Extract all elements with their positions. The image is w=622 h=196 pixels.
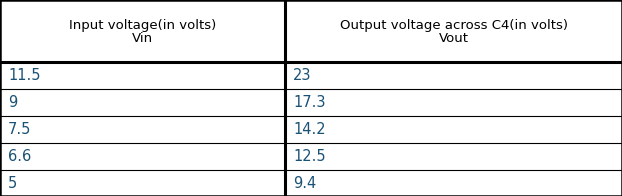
Text: 6.6: 6.6 — [8, 149, 31, 164]
Text: 12.5: 12.5 — [293, 149, 326, 164]
Text: Vout: Vout — [439, 32, 468, 45]
Text: 17.3: 17.3 — [293, 95, 325, 110]
Text: 9.4: 9.4 — [293, 176, 316, 191]
Text: 14.2: 14.2 — [293, 122, 326, 137]
Text: 5: 5 — [8, 176, 17, 191]
Text: Vin: Vin — [132, 32, 153, 45]
Text: 7.5: 7.5 — [8, 122, 31, 137]
Text: Input voltage(in volts): Input voltage(in volts) — [69, 19, 216, 32]
Text: 23: 23 — [293, 68, 312, 83]
Text: 9: 9 — [8, 95, 17, 110]
Text: Output voltage across C4(in volts): Output voltage across C4(in volts) — [340, 19, 567, 32]
Text: 11.5: 11.5 — [8, 68, 40, 83]
